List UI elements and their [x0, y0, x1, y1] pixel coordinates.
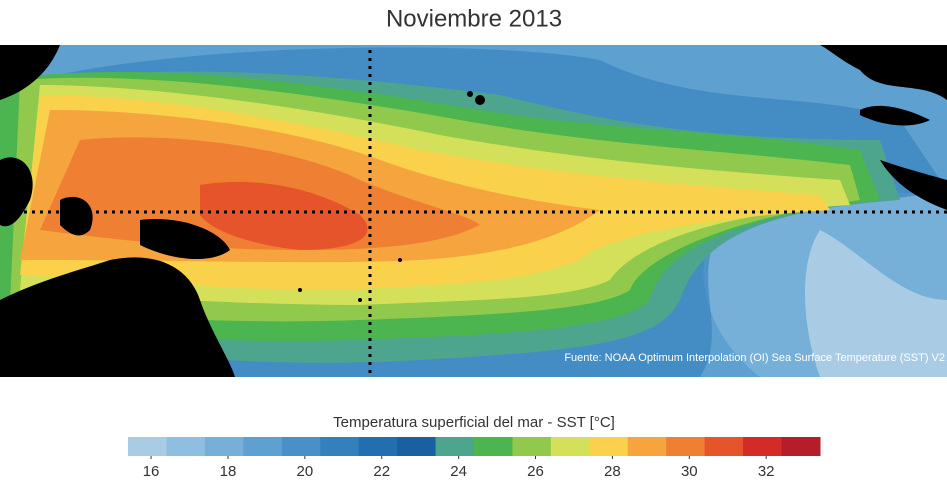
colorbar-label: Temperatura superficial del mar - SST [°… [333, 414, 615, 431]
colorbar-bin [704, 437, 744, 456]
source-note: Fuente: NOAA Optimum Interpolation (OI) … [564, 352, 945, 364]
tick-label: 26 [527, 463, 544, 480]
tick-label: 16 [143, 463, 160, 480]
colorbar-bin [627, 437, 667, 456]
tick-label: 24 [450, 463, 467, 480]
colorbar-bin [128, 437, 167, 456]
tick-label: 32 [758, 463, 775, 480]
colorbar-bin [397, 437, 437, 456]
colorbar-bin [320, 437, 360, 456]
colorbar-bin [204, 437, 244, 456]
colorbar-bin [512, 437, 552, 456]
tick-label: 28 [604, 463, 621, 480]
colorbar-bin [589, 437, 629, 456]
colorbar-bin [281, 437, 321, 456]
colorbar-bin [435, 437, 475, 456]
colorbar-bin [666, 437, 706, 456]
colorbar-bin [550, 437, 590, 456]
colorbar-bin [781, 437, 821, 456]
tick-label: 22 [373, 463, 390, 480]
sst-map: Fuente: NOAA Optimum Interpolation (OI) … [0, 45, 947, 377]
colorbar-bin [243, 437, 283, 456]
title: Noviembre 2013 [386, 5, 562, 32]
tick-label: 18 [220, 463, 237, 480]
tick-label: 20 [297, 463, 314, 480]
tick-label: 30 [681, 463, 698, 480]
colorbar-bin [743, 437, 783, 456]
colorbar: 16 18 20 22 24 26 28 30 32 [128, 437, 821, 480]
colorbar-bin [358, 437, 398, 456]
colorbar-bin [474, 437, 513, 456]
colorbar-bin [166, 437, 206, 456]
